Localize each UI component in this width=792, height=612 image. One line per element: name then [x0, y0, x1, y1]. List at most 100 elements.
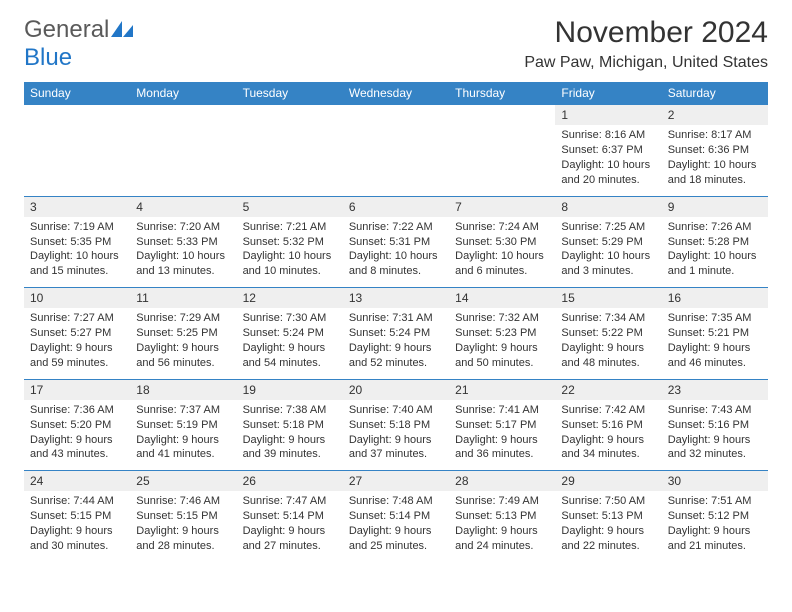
day-cell: 28Sunrise: 7:49 AMSunset: 5:13 PMDayligh…: [449, 471, 555, 562]
day-sunrise: Sunrise: 7:31 AM: [349, 311, 443, 326]
day-dayl1: Daylight: 9 hours: [349, 341, 443, 356]
day-cell: 22Sunrise: 7:42 AMSunset: 5:16 PMDayligh…: [555, 380, 661, 471]
weekday-header: Wednesday: [343, 82, 449, 104]
day-sunset: Sunset: 5:35 PM: [30, 235, 124, 250]
day-cell: 23 Sunrise: 7:43 AMSunset: 5:16 PMDayligh…: [662, 380, 768, 471]
day-dayl2: and 37 minutes.: [349, 447, 443, 462]
day-dayl1: Daylight: 9 hours: [561, 524, 655, 539]
day-number: 11: [130, 288, 236, 308]
day-cell: 12Sunrise: 7:30 AMSunset: 5:24 PMDayligh…: [237, 288, 343, 379]
day-number: 26: [237, 471, 343, 491]
day-sunset: Sunset: 5:21 PM: [668, 326, 762, 341]
day-dayl1: Daylight: 9 hours: [136, 524, 230, 539]
day-dayl1: Daylight: 9 hours: [455, 524, 549, 539]
calendar: SundayMondayTuesdayWednesdayThursdayFrid…: [24, 82, 768, 562]
day-dayl1: Daylight: 9 hours: [668, 341, 762, 356]
day-sunset: Sunset: 5:27 PM: [30, 326, 124, 341]
day-sunrise: Sunrise: 7:47 AM: [243, 494, 337, 509]
day-cell: 19Sunrise: 7:38 AMSunset: 5:18 PMDayligh…: [237, 380, 343, 471]
day-cell: [449, 105, 555, 196]
day-cell: 7Sunrise: 7:24 AMSunset: 5:30 PMDaylight…: [449, 197, 555, 288]
day-sunset: Sunset: 5:28 PM: [668, 235, 762, 250]
day-sunrise: Sunrise: 7:24 AM: [455, 220, 549, 235]
day-dayl1: Daylight: 10 hours: [561, 249, 655, 264]
day-dayl1: Daylight: 9 hours: [349, 524, 443, 539]
day-number: 23: [662, 380, 768, 400]
day-dayl1: Daylight: 9 hours: [561, 433, 655, 448]
weekday-header: Thursday: [449, 82, 555, 104]
day-number: 9: [662, 197, 768, 217]
day-dayl1: Daylight: 10 hours: [243, 249, 337, 264]
day-sunset: Sunset: 6:36 PM: [668, 143, 762, 158]
day-sunset: Sunset: 5:19 PM: [136, 418, 230, 433]
day-sunset: Sunset: 5:22 PM: [561, 326, 655, 341]
day-sunset: Sunset: 5:33 PM: [136, 235, 230, 250]
day-dayl2: and 3 minutes.: [561, 264, 655, 279]
day-sunrise: Sunrise: 7:48 AM: [349, 494, 443, 509]
day-cell: [130, 105, 236, 196]
day-dayl1: Daylight: 9 hours: [30, 524, 124, 539]
day-number: 20: [343, 380, 449, 400]
week-row: 3Sunrise: 7:19 AMSunset: 5:35 PMDaylight…: [24, 196, 768, 288]
day-dayl2: and 13 minutes.: [136, 264, 230, 279]
day-number: 10: [24, 288, 130, 308]
day-sunset: Sunset: 5:23 PM: [455, 326, 549, 341]
day-cell: 29Sunrise: 7:50 AMSunset: 5:13 PMDayligh…: [555, 471, 661, 562]
day-number: 29: [555, 471, 661, 491]
day-cell: 9Sunrise: 7:26 AMSunset: 5:28 PMDaylight…: [662, 197, 768, 288]
day-dayl1: Daylight: 9 hours: [136, 433, 230, 448]
week-row: 10Sunrise: 7:27 AMSunset: 5:27 PMDayligh…: [24, 287, 768, 379]
day-sunrise: Sunrise: 7:34 AM: [561, 311, 655, 326]
logo: GeneralBlue: [24, 16, 133, 72]
day-sunrise: Sunrise: 7:36 AM: [30, 403, 124, 418]
day-cell: 3Sunrise: 7:19 AMSunset: 5:35 PMDaylight…: [24, 197, 130, 288]
day-dayl1: Daylight: 9 hours: [243, 433, 337, 448]
day-cell: 20Sunrise: 7:40 AMSunset: 5:18 PMDayligh…: [343, 380, 449, 471]
day-sunrise: Sunrise: 7:35 AM: [668, 311, 762, 326]
day-sunrise: Sunrise: 7:40 AM: [349, 403, 443, 418]
weekday-header-row: SundayMondayTuesdayWednesdayThursdayFrid…: [24, 82, 768, 104]
day-cell: 21Sunrise: 7:41 AMSunset: 5:17 PMDayligh…: [449, 380, 555, 471]
day-number: 1: [555, 105, 661, 125]
day-dayl1: Daylight: 10 hours: [561, 158, 655, 173]
day-dayl1: Daylight: 9 hours: [455, 433, 549, 448]
day-sunrise: Sunrise: 7:25 AM: [561, 220, 655, 235]
day-cell: [24, 105, 130, 196]
day-sunrise: Sunrise: 8:16 AM: [561, 128, 655, 143]
day-dayl1: Daylight: 10 hours: [668, 249, 762, 264]
day-sunrise: Sunrise: 7:51 AM: [668, 494, 762, 509]
day-dayl2: and 10 minutes.: [243, 264, 337, 279]
day-number: 4: [130, 197, 236, 217]
day-number: 16: [662, 288, 768, 308]
day-cell: 26Sunrise: 7:47 AMSunset: 5:14 PMDayligh…: [237, 471, 343, 562]
day-dayl2: and 39 minutes.: [243, 447, 337, 462]
day-cell: 10Sunrise: 7:27 AMSunset: 5:27 PMDayligh…: [24, 288, 130, 379]
day-dayl2: and 24 minutes.: [455, 539, 549, 554]
day-dayl2: and 21 minutes.: [668, 539, 762, 554]
day-sunset: Sunset: 5:18 PM: [349, 418, 443, 433]
week-row: 17Sunrise: 7:36 AMSunset: 5:20 PMDayligh…: [24, 379, 768, 471]
day-dayl1: Daylight: 9 hours: [243, 524, 337, 539]
day-dayl2: and 8 minutes.: [349, 264, 443, 279]
day-sunrise: Sunrise: 7:49 AM: [455, 494, 549, 509]
day-dayl2: and 22 minutes.: [561, 539, 655, 554]
day-sunset: Sunset: 5:16 PM: [668, 418, 762, 433]
weekday-header: Friday: [555, 82, 661, 104]
weekday-header: Saturday: [662, 82, 768, 104]
day-dayl2: and 50 minutes.: [455, 356, 549, 371]
day-number: 19: [237, 380, 343, 400]
day-sunrise: Sunrise: 7:44 AM: [30, 494, 124, 509]
day-sunset: Sunset: 5:15 PM: [30, 509, 124, 524]
day-dayl1: Daylight: 9 hours: [668, 433, 762, 448]
day-dayl2: and 59 minutes.: [30, 356, 124, 371]
day-sunrise: Sunrise: 8:17 AM: [668, 128, 762, 143]
day-dayl1: Daylight: 9 hours: [561, 341, 655, 356]
day-sunset: Sunset: 6:37 PM: [561, 143, 655, 158]
day-dayl2: and 25 minutes.: [349, 539, 443, 554]
day-sunrise: Sunrise: 7:20 AM: [136, 220, 230, 235]
day-number: 17: [24, 380, 130, 400]
day-dayl2: and 36 minutes.: [455, 447, 549, 462]
day-sunrise: Sunrise: 7:43 AM: [668, 403, 762, 418]
day-sunrise: Sunrise: 7:19 AM: [30, 220, 124, 235]
day-dayl1: Daylight: 10 hours: [455, 249, 549, 264]
